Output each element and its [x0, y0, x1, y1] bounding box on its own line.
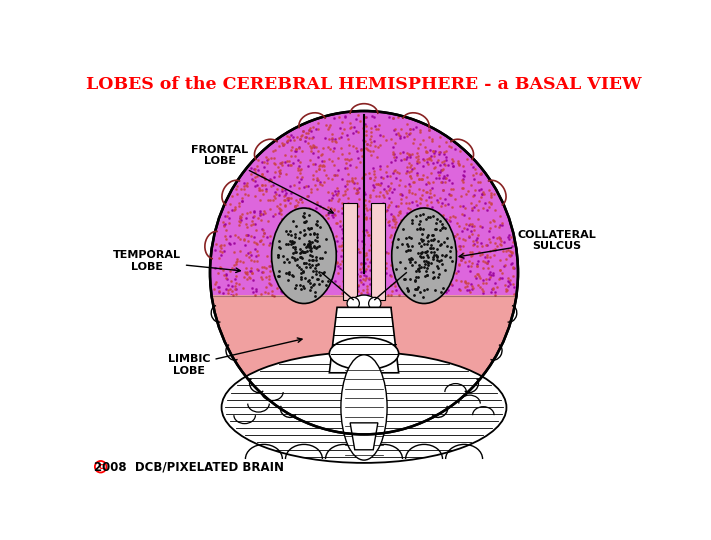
- Ellipse shape: [392, 208, 456, 303]
- Text: FRONTAL
LOBE: FRONTAL LOBE: [191, 145, 333, 213]
- Ellipse shape: [341, 355, 387, 460]
- Ellipse shape: [329, 338, 399, 370]
- Polygon shape: [212, 296, 516, 434]
- Text: TEMPORAL
LOBE: TEMPORAL LOBE: [113, 251, 240, 273]
- Ellipse shape: [272, 208, 336, 303]
- Ellipse shape: [222, 352, 506, 463]
- Polygon shape: [210, 111, 518, 434]
- Text: 2008  DCB/PIXELATED BRAIN: 2008 DCB/PIXELATED BRAIN: [95, 460, 284, 473]
- Text: LOBES of the CEREBRAL HEMISPHERE - a BASAL VIEW: LOBES of the CEREBRAL HEMISPHERE - a BAS…: [86, 76, 642, 92]
- Circle shape: [347, 298, 359, 309]
- Polygon shape: [350, 423, 378, 450]
- Text: COLLATERAL
SULCUS: COLLATERAL SULCUS: [459, 230, 596, 258]
- Polygon shape: [329, 307, 399, 373]
- Text: LIMBIC
LOBE: LIMBIC LOBE: [168, 338, 302, 376]
- Polygon shape: [371, 204, 385, 300]
- Text: c: c: [98, 462, 103, 471]
- Ellipse shape: [352, 295, 376, 312]
- Circle shape: [368, 298, 381, 309]
- Polygon shape: [343, 204, 357, 300]
